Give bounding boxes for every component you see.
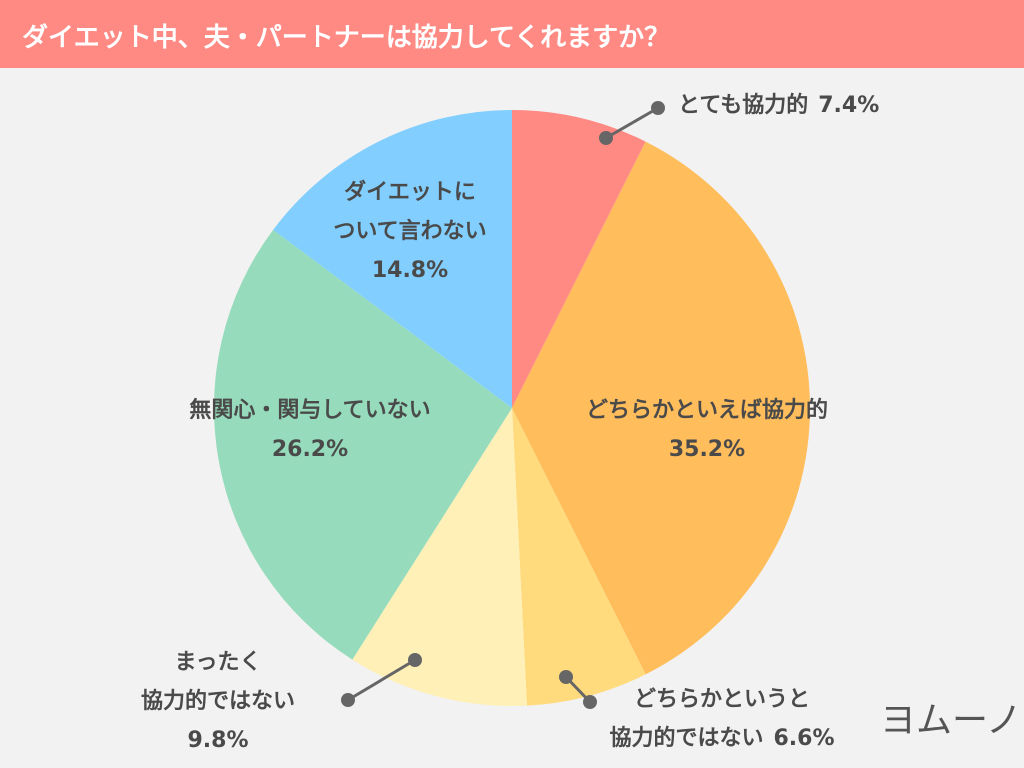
pie-slice <box>273 110 512 408</box>
leader-line <box>347 658 416 702</box>
slice-label: どちらかといえば協力的 <box>586 397 828 423</box>
value-label: 14.8% <box>372 258 448 283</box>
slice-label: とても協力的 7.4% <box>678 92 879 118</box>
category-label: 無関心・関与していない <box>189 397 430 423</box>
slice-label: 協力的ではない 6.6% <box>609 725 834 751</box>
chart-title: ダイエット中、夫・パートナーは協力してくれますか？ <box>22 22 670 53</box>
leader-dot <box>583 695 597 709</box>
value-label: 26.2% <box>272 437 348 462</box>
header-bar <box>0 0 1024 68</box>
slice-label: ついて言わない <box>333 218 486 244</box>
category-label: ダイエットに <box>344 179 476 205</box>
category-label: とても協力的 <box>678 92 808 118</box>
category-label: 協力的ではない <box>141 688 295 714</box>
pie-slice <box>213 229 512 660</box>
leader-line <box>605 106 659 140</box>
category-label: どちらかといえば協力的 <box>586 397 828 423</box>
pie-slice <box>512 408 646 706</box>
pie-slice <box>352 408 527 706</box>
category-label: ついて言わない <box>333 218 486 244</box>
slice-label: まったく <box>174 650 261 675</box>
leader-dot <box>651 101 665 115</box>
logo: ヨムーノ <box>880 700 1022 741</box>
category-label: どちらかというと <box>634 687 810 712</box>
leader-dot <box>559 670 573 684</box>
value-label: 7.4% <box>818 93 879 118</box>
slice-label: どちらかというと <box>634 687 810 712</box>
pie-slice <box>512 141 811 675</box>
value-label: 6.6% <box>774 726 835 751</box>
slice-label: 無関心・関与していない <box>189 397 430 423</box>
leader-dot <box>408 653 422 667</box>
value-label: 35.2% <box>669 437 745 462</box>
category-label: まったく <box>174 650 261 675</box>
leader-dot <box>599 131 613 145</box>
value-label: 9.8% <box>187 728 248 753</box>
slice-label: 協力的ではない <box>141 688 295 714</box>
leader-dot <box>341 693 355 707</box>
category-label: 協力的ではない <box>609 725 763 751</box>
pie-slice <box>512 110 646 408</box>
slice-label: ダイエットに <box>344 179 476 205</box>
